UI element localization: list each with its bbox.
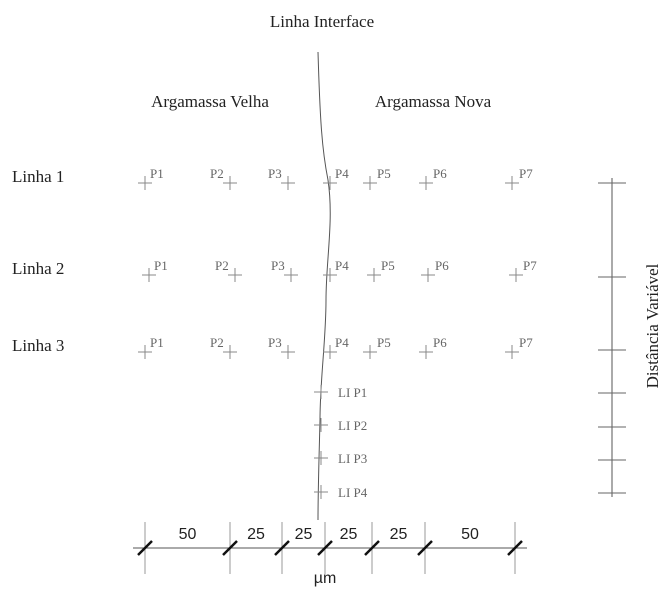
- interface-point-label: LI P3: [338, 451, 367, 466]
- point-label: P5: [377, 335, 391, 350]
- interface-point-label: LI P4: [338, 485, 368, 500]
- slash: [317, 540, 333, 556]
- dimension-label: 25: [247, 526, 265, 543]
- slash: [137, 540, 153, 556]
- point-label: P7: [519, 166, 533, 181]
- point-label: P4: [335, 166, 349, 181]
- point-label: P3: [271, 258, 285, 273]
- point-label: P6: [435, 258, 449, 273]
- point-label: P3: [268, 166, 282, 181]
- point-label: P2: [210, 335, 224, 350]
- region-label: Argamassa Nova: [375, 92, 492, 111]
- line-label: Linha 1: [12, 167, 64, 186]
- line-label: Linha 3: [12, 336, 64, 355]
- dimension-label: 25: [340, 526, 358, 543]
- region-label: Argamassa Velha: [151, 92, 269, 111]
- unit-label: µm: [314, 570, 337, 587]
- title: Linha Interface: [270, 12, 374, 31]
- dimension-label: 25: [295, 526, 313, 543]
- interface-point-label: LI P2: [338, 418, 367, 433]
- point-label: P4: [335, 335, 349, 350]
- point-label: P2: [215, 258, 229, 273]
- slash: [507, 540, 523, 556]
- point-label: P3: [268, 335, 282, 350]
- slash: [222, 540, 238, 556]
- side-label: Distância Variável: [643, 263, 659, 388]
- point-label: P1: [154, 258, 168, 273]
- slash: [364, 540, 380, 556]
- interface-line: [317, 51, 331, 521]
- point-label: P6: [433, 335, 447, 350]
- point-label: P4: [335, 258, 349, 273]
- line-label: Linha 2: [12, 259, 64, 278]
- slash: [274, 540, 290, 556]
- point-label: P1: [150, 166, 164, 181]
- point-label: P7: [519, 335, 533, 350]
- point-label: P5: [377, 166, 391, 181]
- point-label: P5: [381, 258, 395, 273]
- dimension-label: 50: [461, 526, 479, 543]
- point-label: P1: [150, 335, 164, 350]
- point-label: P7: [523, 258, 537, 273]
- slash: [417, 540, 433, 556]
- point-label: P6: [433, 166, 447, 181]
- interface-point-label: LI P1: [338, 385, 367, 400]
- dimension-label: 50: [179, 526, 197, 543]
- point-label: P2: [210, 166, 224, 181]
- dimension-label: 25: [390, 526, 408, 543]
